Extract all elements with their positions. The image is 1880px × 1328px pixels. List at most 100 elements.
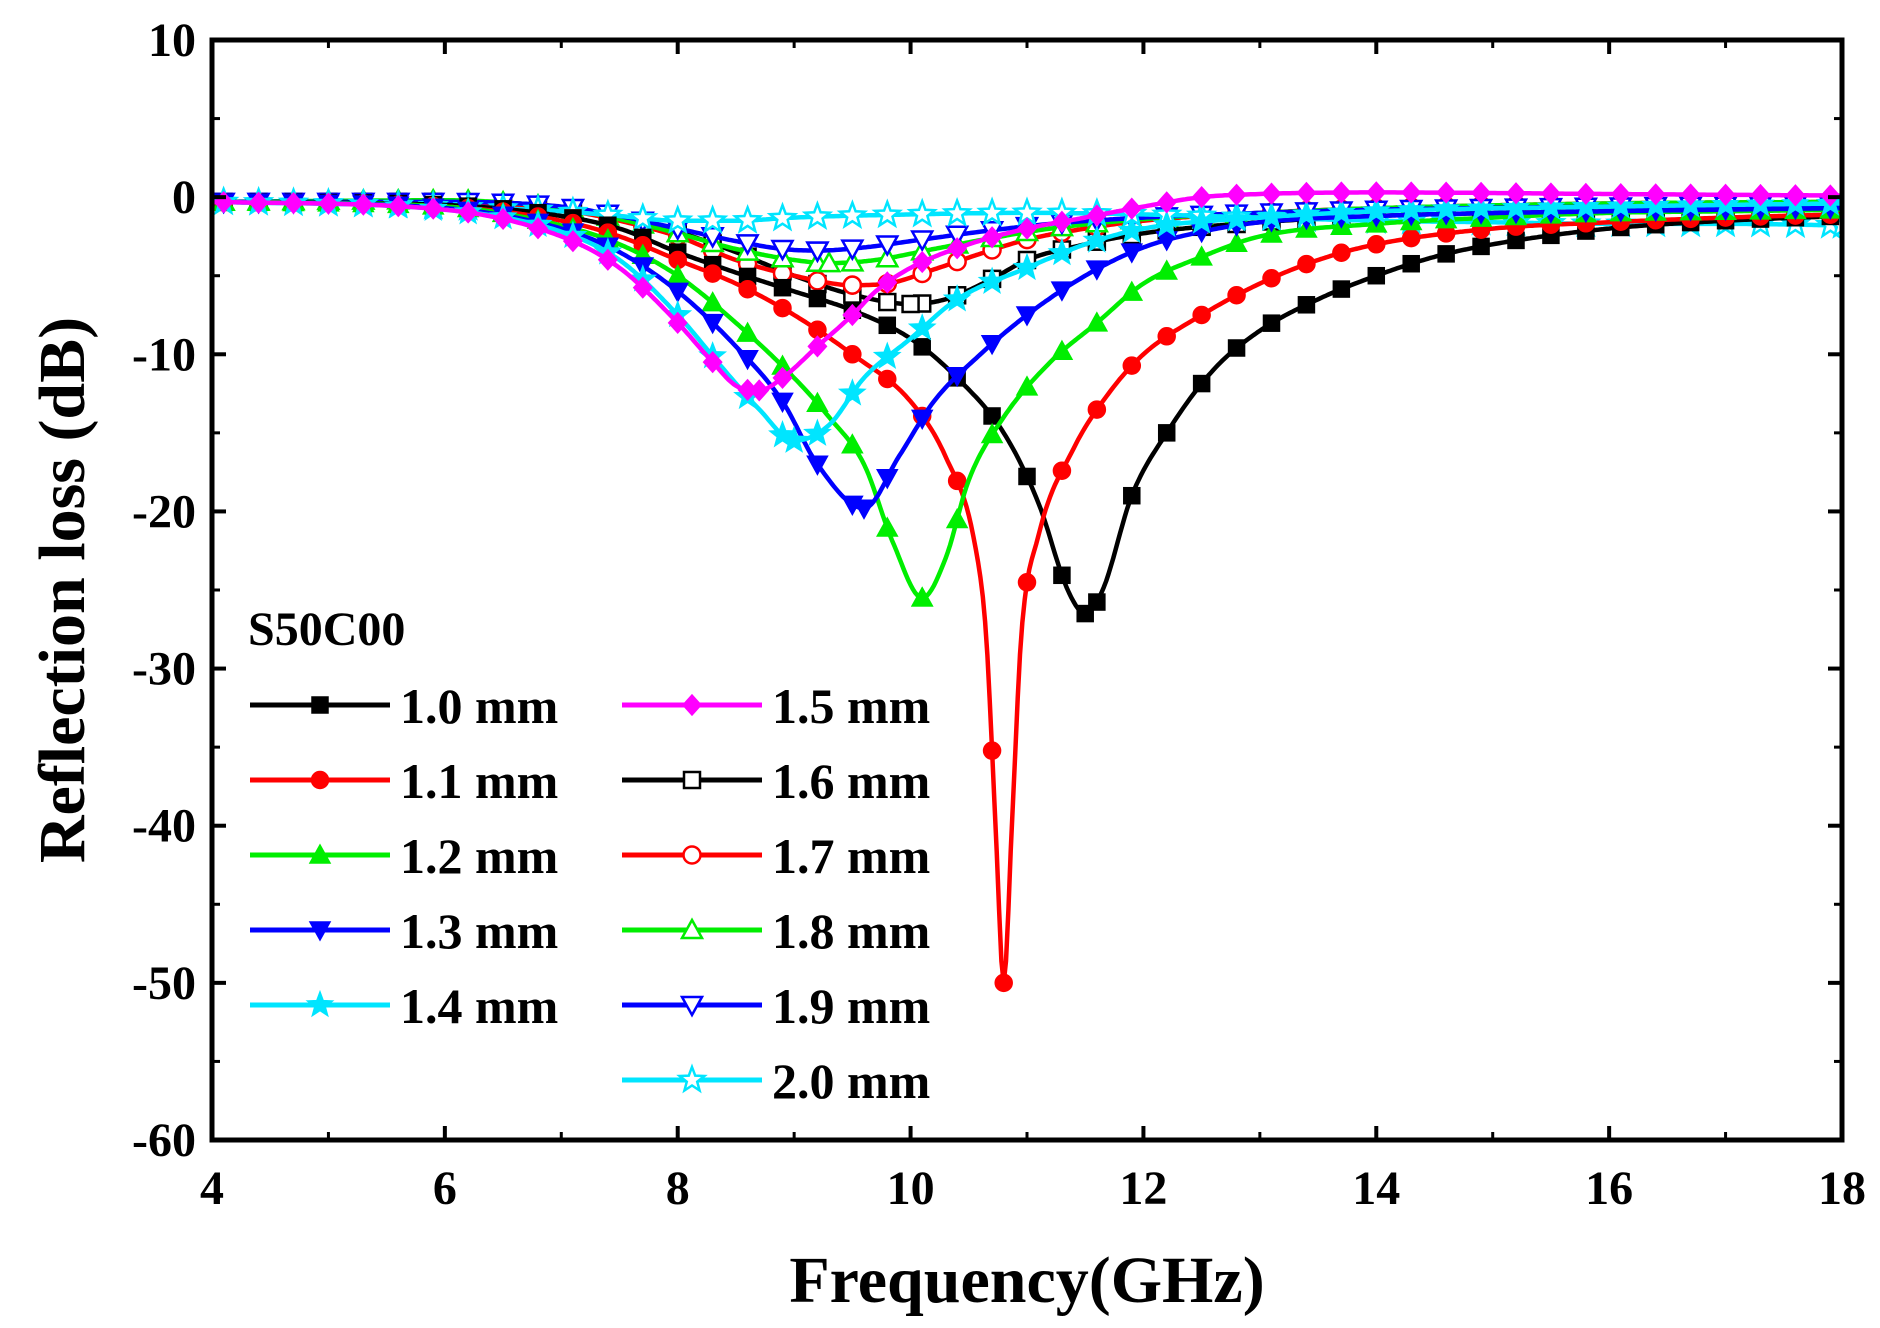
series-marker <box>913 338 931 356</box>
series-marker <box>1085 260 1109 281</box>
series-marker <box>1157 424 1176 442</box>
x-tick-label: 10 <box>887 1162 935 1215</box>
series-marker <box>871 198 903 229</box>
series-marker <box>1052 461 1072 480</box>
series-min-marker <box>852 499 876 520</box>
y-tick-label: -20 <box>132 485 196 538</box>
x-tick-label: 8 <box>666 1162 690 1215</box>
series-marker <box>1332 243 1351 263</box>
series-marker <box>1192 305 1211 325</box>
series-marker <box>982 226 1003 249</box>
x-tick-label: 4 <box>200 1162 224 1215</box>
series-min-marker <box>910 586 934 607</box>
series-marker <box>1571 191 1601 220</box>
series-min-marker <box>816 250 842 273</box>
axis-ticks: 4 6 8 10 12 14 16 18 10 0 -10 -20 -30 -40 -50 -60 <box>132 14 1866 1215</box>
legend-label: 2.0 mm <box>772 1053 930 1109</box>
series-marker <box>807 335 828 358</box>
legend-item: 1.5 mm <box>622 678 930 734</box>
series-marker <box>1437 245 1455 263</box>
series-marker <box>1015 375 1039 396</box>
series-marker <box>1016 217 1038 240</box>
y-tick-label: 0 <box>172 171 196 224</box>
series-marker <box>1331 181 1352 204</box>
legend-label: 1.7 mm <box>772 828 930 884</box>
x-tick-label: 6 <box>433 1162 457 1215</box>
series-marker <box>353 193 374 216</box>
series-marker <box>1262 314 1281 332</box>
legend-item: 1.3 mm <box>250 903 558 959</box>
series-marker <box>1396 194 1426 223</box>
series-marker <box>1155 259 1178 280</box>
series-marker <box>736 321 759 342</box>
legend-item: 1.0 mm <box>250 678 558 734</box>
series-marker <box>1540 182 1561 205</box>
series-marker <box>878 369 897 389</box>
series-marker <box>773 298 792 318</box>
legend-item: 1.2 mm <box>250 828 558 884</box>
legend-marker <box>679 995 705 1018</box>
series-marker <box>770 239 795 262</box>
series-marker <box>1191 186 1212 209</box>
series-marker <box>945 507 969 529</box>
y-axis-title: Reflection loss (dB) <box>26 317 99 863</box>
legend-label: 1.0 mm <box>400 678 558 734</box>
series-marker <box>1157 327 1176 346</box>
legend-label: 1.2 mm <box>400 828 558 884</box>
legend-label: 1.3 mm <box>400 903 558 959</box>
series-marker <box>703 264 722 283</box>
series-marker <box>801 200 834 231</box>
series-marker <box>388 195 409 218</box>
series-marker <box>1401 181 1422 204</box>
series-marker <box>1121 197 1142 220</box>
series-marker <box>1120 280 1144 301</box>
series-marker <box>877 271 898 294</box>
y-tick-label: -50 <box>132 957 196 1010</box>
series-marker <box>1190 245 1213 266</box>
y-tick-label: -30 <box>132 643 196 696</box>
series-min-marker <box>1076 604 1094 623</box>
series-marker <box>1361 196 1391 224</box>
series-marker <box>1472 237 1490 256</box>
legend-marker <box>681 693 703 717</box>
series-marker <box>910 409 934 430</box>
series-marker <box>700 227 725 249</box>
series-marker <box>1401 228 1421 248</box>
legend-item: 1.8 mm <box>622 903 930 959</box>
series-marker <box>773 278 792 297</box>
series-marker <box>912 250 933 274</box>
series-marker <box>458 201 479 224</box>
y-tick-label: -40 <box>132 800 196 853</box>
legend-item: 1.9 mm <box>622 978 930 1034</box>
legend-label: 1.1 mm <box>400 753 558 809</box>
series-marker <box>906 197 939 228</box>
series-min-marker <box>994 973 1013 993</box>
series-marker <box>1053 566 1071 585</box>
series-marker <box>1050 339 1074 360</box>
series-marker <box>493 207 514 231</box>
series-marker <box>597 248 618 271</box>
series-marker <box>1292 199 1321 227</box>
legend-marker <box>311 696 329 714</box>
legend-item: 2.0 mm <box>622 1053 930 1109</box>
series-marker <box>1332 280 1351 298</box>
series-marker <box>1575 182 1596 205</box>
series-marker <box>947 471 967 491</box>
series-marker <box>872 341 902 370</box>
series-marker <box>1680 183 1701 206</box>
series-marker <box>842 303 863 327</box>
series-marker <box>1261 182 1282 205</box>
legend-marker <box>682 770 702 790</box>
y-tick-label: -60 <box>132 1114 196 1167</box>
legend-label: 1.5 mm <box>772 678 930 734</box>
series-marker <box>1122 356 1142 375</box>
legend-label: 1.9 mm <box>772 978 930 1034</box>
series-marker <box>248 191 269 214</box>
series-marker <box>701 313 724 335</box>
series-marker <box>768 420 797 448</box>
series-marker <box>1086 204 1107 227</box>
series-marker <box>1257 201 1286 230</box>
series-marker <box>941 196 973 228</box>
series-marker <box>1260 222 1283 243</box>
series-marker <box>772 366 793 389</box>
